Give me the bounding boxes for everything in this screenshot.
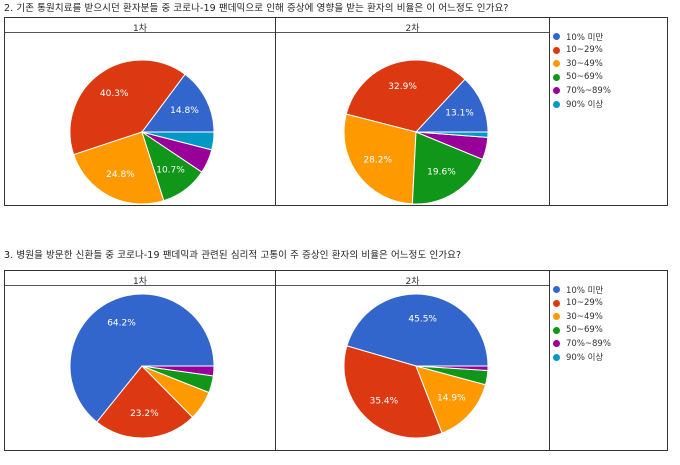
legend-label: 70%~89% <box>566 338 611 349</box>
legend-swatch <box>553 299 560 307</box>
panel-title: 1차 <box>132 24 147 34</box>
legend-label: 10~29% <box>566 298 603 309</box>
pie-slice <box>69 293 215 423</box>
legend-label: 50~69% <box>566 72 603 83</box>
panel-title: 2차 <box>405 24 420 34</box>
legend-swatch <box>553 340 560 348</box>
slice-data-label: 13.1% <box>445 108 474 118</box>
slice-data-label: 35.4% <box>370 397 399 407</box>
slice-data-label: 32.9% <box>388 82 417 92</box>
slice-data-label: 10.7% <box>156 166 185 176</box>
legend-item: 70%~89% <box>553 337 611 351</box>
legend-item: 50~69% <box>553 324 611 338</box>
pie-slice <box>415 365 489 372</box>
legend-swatch <box>553 286 560 294</box>
legend-divider <box>549 271 550 450</box>
legend-item: 10% 미만 <box>553 30 611 44</box>
legend-q3: 10% 미만 10~29% 30~49% 50~69% 70%~89% 90% 이상 <box>553 283 611 364</box>
slice-data-label: 19.6% <box>427 168 456 178</box>
pie-slice <box>343 113 417 205</box>
panel-title-divider <box>276 32 549 33</box>
legend-label: 50~69% <box>566 325 603 336</box>
pie-slice <box>411 131 484 205</box>
pie-slice <box>96 365 194 439</box>
legend-item: 90% 이상 <box>553 351 611 365</box>
slice-data-label: 14.8% <box>170 106 199 116</box>
panel-title-divider <box>5 285 275 286</box>
legend-swatch <box>553 60 560 68</box>
legend-label: 30~49% <box>566 58 603 69</box>
panel-title: 1차 <box>132 277 147 287</box>
legend-label: 10% 미만 <box>566 32 604 43</box>
chart-panel-q2-round1: 1차 14.8% 40.3% 24.8% 10.7% <box>5 18 275 205</box>
legend-swatch <box>553 73 560 81</box>
panel-title-divider <box>5 32 275 33</box>
panel-divider <box>275 271 276 450</box>
pie-chart-q2-round2: 13.1% 32.9% 28.2% 19.6% <box>343 59 489 205</box>
legend-label: 10~29% <box>566 45 603 56</box>
legend-item: 10~29% <box>553 297 611 311</box>
legend-swatch <box>553 313 560 321</box>
pie-chart-q3-round2: 45.5% 35.4% 14.9% <box>343 293 489 439</box>
chart-box-q3: 1차 64.2% 23.2% 2차 45.5% 35.4% 14.9% 10% 미만 1… <box>4 270 668 451</box>
pie-slice <box>141 131 215 151</box>
slice-data-label: 40.3% <box>100 89 129 99</box>
slice-data-label: 45.5% <box>408 314 437 324</box>
legend-item: 30~49% <box>553 57 611 71</box>
pie-slice <box>73 131 165 205</box>
pie-chart-q2-round1: 14.8% 40.3% 24.8% 10.7% <box>69 59 215 205</box>
pie-slice <box>414 78 489 133</box>
legend-swatch <box>553 46 560 54</box>
chart-panel-q3-round2: 2차 45.5% 35.4% 14.9% <box>276 271 549 450</box>
panel-divider <box>275 18 276 205</box>
legend-q2: 10% 미만 10~29% 30~49% 50~69% 70%~89% 90% 이상 <box>553 30 611 111</box>
legend-divider <box>549 18 550 205</box>
panel-title-divider <box>276 285 549 286</box>
legend-item: 10~29% <box>553 44 611 58</box>
legend-item: 10% 미만 <box>553 283 611 297</box>
legend-swatch <box>553 326 560 334</box>
pie-slice <box>69 59 186 156</box>
legend-item: 30~49% <box>553 310 611 324</box>
legend-item: 70%~89% <box>553 84 611 98</box>
legend-label: 10% 미만 <box>566 285 604 296</box>
legend-swatch <box>553 353 560 361</box>
legend-swatch <box>553 33 560 41</box>
legend-label: 90% 이상 <box>566 100 604 111</box>
chart-box-q2: 1차 14.8% 40.3% 24.8% 10.7% 2차 13.1% 32.9% 28.… <box>4 17 668 206</box>
slice-data-label: 23.2% <box>130 409 159 419</box>
question-3-text: 3. 병원을 방문한 신환들 중 코로나-19 팬데믹과 관련된 심리적 고통이… <box>4 250 462 261</box>
question-2-text: 2. 기존 통원치료를 받으시던 환자분들 중 코로나-19 팬데믹으로 인해 … <box>4 3 509 14</box>
pie-slice <box>346 293 489 367</box>
chart-panel-q3-round1: 1차 64.2% 23.2% <box>5 271 275 450</box>
pie-slice <box>345 59 466 133</box>
legend-label: 70%~89% <box>566 85 611 96</box>
legend-item: 90% 이상 <box>553 98 611 112</box>
panel-title: 2차 <box>405 277 420 287</box>
pie-slice <box>415 131 489 138</box>
slice-data-label: 14.9% <box>437 393 466 403</box>
legend-item: 50~69% <box>553 71 611 85</box>
legend-label: 90% 이상 <box>566 353 604 364</box>
legend-swatch <box>553 100 560 108</box>
pie-slice <box>141 73 215 133</box>
chart-panel-q2-round2: 2차 13.1% 32.9% 28.2% 19.6% <box>276 18 549 205</box>
slice-data-label: 28.2% <box>363 156 392 166</box>
legend-swatch <box>553 87 560 95</box>
pie-slice <box>141 365 215 377</box>
pie-slice <box>415 365 487 434</box>
legend-label: 30~49% <box>566 311 603 322</box>
slice-data-label: 64.2% <box>107 319 136 329</box>
pie-chart-q3-round1: 64.2% 23.2% <box>69 293 215 439</box>
slice-data-label: 24.8% <box>106 170 135 180</box>
pie-slice <box>343 345 443 439</box>
